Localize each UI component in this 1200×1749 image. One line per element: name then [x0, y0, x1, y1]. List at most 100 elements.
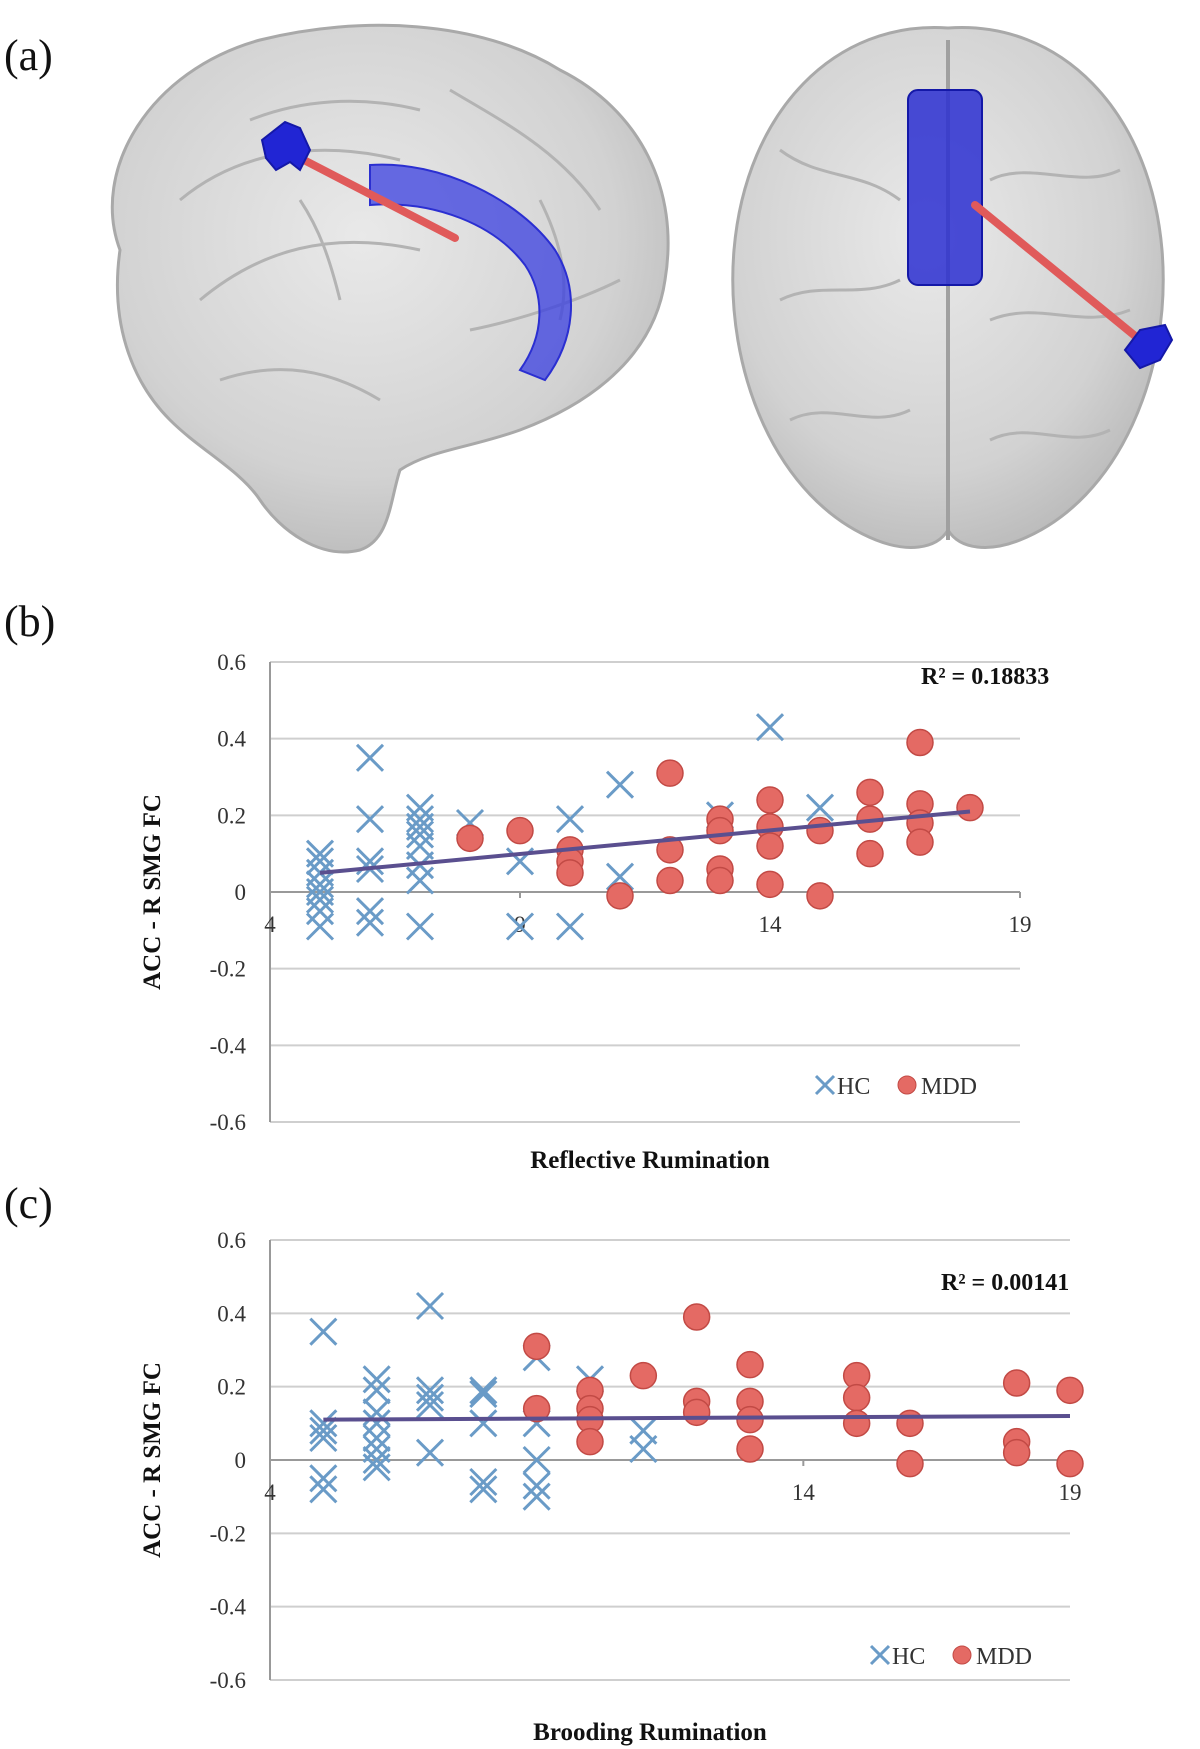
mdd-point [506, 816, 534, 845]
mdd-point [522, 1394, 551, 1423]
hc-point [405, 912, 435, 941]
mdd-point [806, 882, 834, 910]
panel-label-a: (a) [4, 31, 53, 80]
mdd-point [756, 870, 784, 899]
hc-point [605, 770, 635, 799]
legend-mdd-marker [897, 1075, 917, 1095]
mdd-point [556, 859, 584, 887]
hc-point [355, 805, 385, 834]
y-tick-label: -0.4 [210, 1033, 247, 1058]
hc-point [355, 743, 385, 772]
mdd-point [956, 793, 984, 822]
legend-hc-x [814, 1074, 836, 1096]
hc-point [309, 1475, 338, 1504]
hc-point [415, 1291, 445, 1321]
mdd-point [736, 1435, 764, 1463]
x-tick-label: 4 [264, 912, 276, 937]
mdd-points [522, 1303, 1084, 1478]
hc-point [355, 908, 385, 937]
panel-label-b: (b) [4, 597, 56, 646]
r-squared-annotation: R² = 0.18833 [921, 664, 1049, 690]
hc-point [309, 1416, 338, 1445]
grid-lines [270, 661, 1020, 1123]
x-axis-title: Brooding Rumination [533, 1719, 767, 1746]
hc-point [805, 793, 835, 822]
hc-point [309, 1409, 338, 1438]
hc-point [469, 1467, 498, 1497]
mdd-point [896, 1449, 924, 1478]
mdd-point [736, 1350, 764, 1379]
hc-point [362, 1376, 391, 1405]
trendline [319, 809, 971, 875]
scatter-chart-brooding: 0.6 0.4 0.2 0 -0.2 -0.4 -0.6 4 14 19 R² = 0.0014… [139, 1228, 1084, 1746]
mdd-point [906, 828, 934, 856]
hc-point [505, 912, 535, 941]
mdd-point [906, 728, 934, 757]
mdd-point [1002, 1369, 1031, 1397]
x-tick-label: 4 [264, 1480, 276, 1505]
brain-renderings [110, 23, 1174, 554]
mdd-point [856, 839, 884, 868]
axes [269, 662, 1021, 1122]
y-tick-label: 0.2 [217, 803, 246, 828]
y-tick-label: 0.4 [217, 727, 246, 752]
hc-point [629, 1434, 658, 1464]
y-axis-title: ACC - R SMG FC [139, 794, 166, 990]
mdd-point [656, 836, 684, 864]
hc-point [305, 897, 335, 926]
mdd-point [896, 1409, 924, 1438]
mdd-point [756, 786, 784, 814]
hc-point [362, 1423, 391, 1453]
hc-point [405, 820, 435, 849]
mdd-point [756, 832, 784, 860]
mdd-point [629, 1361, 658, 1390]
hc-point [362, 1365, 391, 1394]
hc-point [362, 1453, 391, 1482]
y-tick-label: -0.2 [210, 1521, 246, 1546]
hc-point [522, 1445, 551, 1475]
hc-point [305, 847, 335, 876]
legend-hc-marker [869, 1644, 891, 1666]
hc-point [415, 1390, 445, 1420]
mdd-point [606, 882, 634, 910]
legend: HC MDD [814, 1074, 977, 1100]
hc-point [755, 713, 785, 742]
hc-point [555, 912, 585, 941]
y-tick-label: -0.4 [210, 1595, 247, 1620]
y-tick-labels: 0.6 0.4 0.2 0 -0.2 -0.4 -0.6 [210, 1228, 247, 1693]
y-axis-title: ACC - R SMG FC [139, 1362, 166, 1558]
hc-point [405, 866, 435, 895]
hc-point [362, 1445, 391, 1475]
legend-hc-marker [814, 1074, 836, 1096]
mdd-points [456, 728, 984, 910]
axes [269, 1240, 1071, 1680]
mdd-point [856, 778, 884, 807]
axial-brain-view [731, 26, 1174, 549]
legend-hc-x [869, 1644, 891, 1666]
mdd-point [1056, 1376, 1084, 1405]
mdd-point [806, 816, 834, 845]
legend-hc-label: HC [892, 1644, 925, 1670]
hc-point [469, 1409, 498, 1438]
mdd-point [842, 1383, 871, 1412]
legend-mdd-label: MDD [921, 1074, 977, 1100]
sagittal-brain-view [110, 23, 670, 554]
mdd-point [656, 759, 684, 787]
hc-point [522, 1482, 551, 1511]
mdd-point [656, 866, 684, 895]
legend-mdd-marker [952, 1645, 972, 1665]
hc-point [415, 1438, 445, 1467]
hc-point [305, 912, 335, 941]
trendline [323, 1414, 1071, 1422]
mdd-point [576, 1427, 604, 1456]
hc-point [305, 885, 335, 914]
hc-point [309, 1464, 338, 1493]
hc-point [309, 1423, 338, 1453]
scatter-chart-reflective: 0.60.40.20-0.2-0.4-0.6 491419 R² = 0.188… [139, 650, 1049, 1174]
hc-point [362, 1409, 391, 1438]
x-tick-labels: 4 14 19 [264, 1480, 1081, 1505]
y-tick-label: -0.2 [210, 957, 246, 982]
panel-label-c: (c) [4, 1179, 53, 1228]
mdd-point [456, 824, 484, 853]
y-tick-label: -0.6 [210, 1110, 246, 1135]
